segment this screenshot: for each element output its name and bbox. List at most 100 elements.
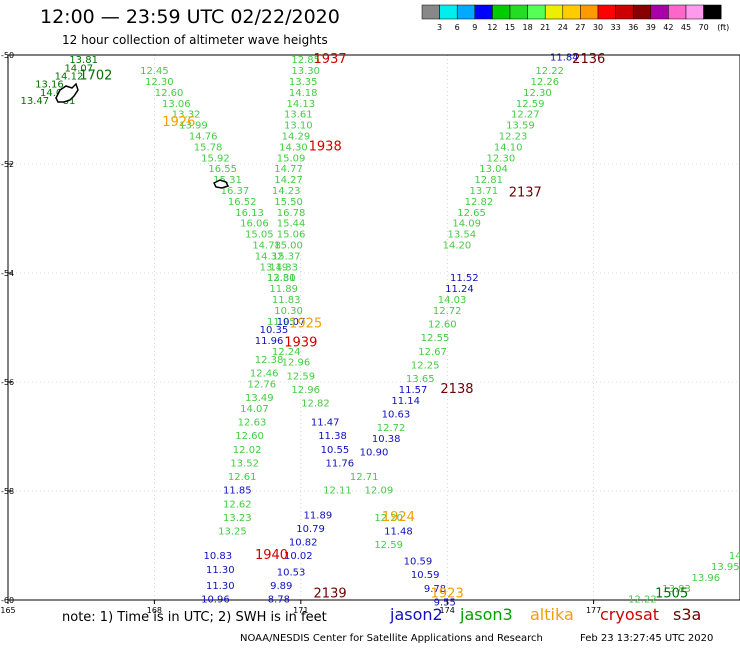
colorbar-swatch [439,4,458,20]
swh-value: 14.07 [240,404,269,415]
pass-time-label: 1923 [431,586,464,601]
colorbar-label: 30 [593,23,603,32]
swh-value: 12.96 [282,358,311,369]
colorbar-label: 12 [487,23,497,32]
swh-value: 10.90 [360,448,389,459]
chart-title: 12:00 — 23:59 UTC 02/22/2020 [40,6,340,28]
swh-value: 11.14 [391,396,420,407]
swh-value: 9.78 [424,584,446,595]
pass-time-label: 1937 [314,52,347,67]
swh-value: 13.35 [289,77,318,88]
colorbar-swatch [544,4,564,20]
pass-time-labels: 1702 1926 1937 1938 1925 1939 2136 2137 2138 1924… [79,52,688,601]
swh-value: 13.49 [245,393,274,404]
swh-value: 12.22 [535,66,564,77]
swh-value: 10.83 [204,551,233,562]
pass-time-label: 2137 [509,186,542,201]
swh-value: 12.59 [374,540,403,551]
swh-value: 12.61 [228,472,257,483]
swh-value: 13.65 [406,374,435,385]
swh-value: 16.78 [277,208,306,219]
x-tick-label: 171 [293,606,308,615]
swh-value: 12.20 [374,513,403,524]
swh-value: 12.59 [286,371,315,382]
swh-value: 12.85 [291,55,320,66]
swh-value: 12.60 [155,88,184,99]
swh-value: 11.30 [206,581,235,592]
y-tick-label: -56 [1,378,14,387]
swh-value: 11.48 [384,527,413,538]
swh-value: 11.38 [318,431,347,442]
colorbar-label: 33 [611,23,621,32]
swh-value: 13.83 [662,584,691,595]
colorbar-swatch [632,4,652,20]
swh-value: 13.23 [223,513,252,524]
x-tick-label: 174 [440,606,455,615]
swh-value: 9.89 [270,581,292,592]
footer-note: note: 1) Time is in UTC; 2) SWH is in fe… [62,610,327,625]
colorbar-swatch [562,4,581,20]
colorbar-label: 21 [540,23,550,32]
swh-value: 16.55 [208,164,237,175]
swh-value: 14.13 [286,99,315,110]
swh-value: 12.81 [474,175,503,186]
swh-value: 10.96 [201,595,230,606]
swh-value: 13.61 [284,110,313,121]
swh-value: 15.78 [194,142,223,153]
colorbar-swatch [703,4,722,20]
swh-value: 12.25 [411,360,440,371]
swh-value: 15.05 [245,230,274,241]
swh-value: 14.03 [438,295,467,306]
swh-value: 11.24 [445,284,474,295]
pass-time-label: 1505 [655,586,688,601]
swh-value: 12.38 [255,355,284,366]
colorbar-swatch [580,4,599,20]
colorbar-label: 27 [575,23,585,32]
x-tick-label: 165 [0,606,15,615]
swh-value: 13.30 [267,273,296,284]
colorbar-swatch [509,4,528,20]
swh-value: 12.11 [323,486,352,497]
colorbar-label: 24 [558,23,568,32]
swh-value: 12.24 [272,347,301,358]
colorbar-swatch [492,4,511,20]
swh-value: 13.30 [291,66,320,77]
swh-value: 13.47 [21,96,50,107]
swh-value: 13.19 [260,262,289,273]
colorbar-swatch [527,4,546,20]
x-tick-label: 177 [586,606,601,615]
swh-value: 14.0 [729,551,740,562]
colorbar-label: 9 [472,23,477,32]
swh-value: 12.22 [628,595,657,606]
colorbar-label: 36 [628,23,638,32]
swh-value: 12.46 [250,369,279,380]
swh-value: 12.81 [267,273,296,284]
pass-time-label: 1938 [309,139,342,154]
colorbar-swatch [456,4,476,20]
pass-time-label: 1925 [289,317,322,332]
swh-value: 10.38 [372,434,401,445]
satellite-legend-jason2: jason2 [390,605,443,624]
chart-subtitle: 12 hour collection of altimeter wave hei… [62,33,328,47]
swh-value: 13.99 [179,121,208,132]
swh-value: 14.18 [289,88,318,99]
swh-value: 12.82 [465,197,494,208]
y-tick-label: -50 [1,51,14,60]
swh-value: 13.32 [172,110,201,121]
swh-value: 12.30 [487,153,516,164]
swh-value: 12.26 [530,77,559,88]
swh-value: 14.77 [274,164,303,175]
swh-value: 15.00 [274,240,303,251]
y-tick-label: -52 [1,160,14,169]
satellite-legend-cryosat: cryosat [600,605,660,624]
colorbar-legend: 3 6 9 12 15 18 21 24 27 30 33 36 39 42 45 70 (ft) [421,4,729,32]
colorbar-unit: (ft) [717,23,729,32]
swh-value: 11.89 [304,510,333,521]
pass-time-label: 2138 [440,382,473,397]
